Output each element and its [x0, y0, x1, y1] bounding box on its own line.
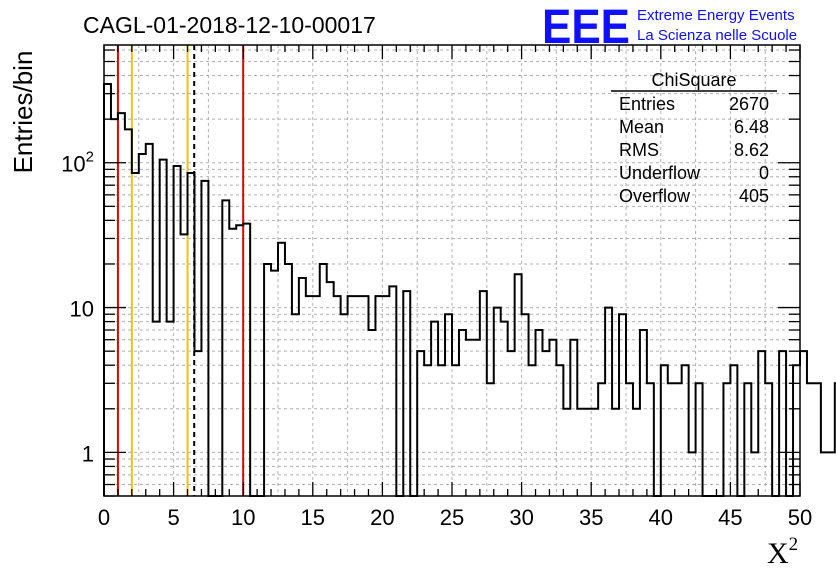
y-tick-label-base: 10 [61, 152, 85, 177]
stats-label: Mean [619, 117, 664, 137]
stats-value: 405 [739, 186, 769, 206]
y-tick-label-sup: 2 [86, 149, 94, 166]
x-tick-label: 50 [788, 505, 812, 530]
stats-rows: Entries 2670 Mean 6.48 RMS 8.62 Underflow 0 Over… [619, 94, 769, 206]
x-tick-label: 10 [231, 505, 255, 530]
stats-value: 0 [759, 163, 769, 183]
x-tick-label: 40 [649, 505, 673, 530]
stats-label: Entries [619, 94, 675, 114]
chart-title: CAGL-01-2018-12-10-00017 [83, 12, 376, 38]
stats-value: 6.48 [734, 117, 769, 137]
stats-value: 2670 [729, 94, 769, 114]
x-tick-label: 5 [167, 505, 179, 530]
x-tick-label: 45 [718, 505, 742, 530]
x-axis-label-base: X [767, 537, 789, 570]
y-tick-label: 10 [70, 297, 94, 322]
stats-title: ChiSquare [651, 70, 736, 90]
x-tick-label: 20 [370, 505, 394, 530]
logo-mark: EEE [542, 1, 630, 54]
reference-lines [116, 45, 245, 496]
y-tick-label: 1 [82, 441, 94, 466]
axis-ticks [103, 45, 801, 497]
stats-label: Overflow [619, 186, 691, 206]
eee-logo: EEE Extreme Energy Events La Scienza nel… [542, 1, 797, 54]
x-axis-label: X2 [767, 534, 798, 570]
x-tick-label: 25 [440, 505, 464, 530]
stats-label: RMS [619, 140, 659, 160]
logo-line2: La Scienza nelle Scuole [637, 27, 797, 44]
stats-box: ChiSquare Entries 2670 Mean 6.48 RMS 8.62 Unde… [611, 70, 777, 206]
stats-value: 8.62 [734, 140, 769, 160]
logo-line1: Extreme Energy Events [637, 7, 795, 24]
x-tick-label: 30 [509, 505, 533, 530]
plot-frame [103, 44, 801, 497]
stats-label: Underflow [619, 163, 701, 183]
y-tick-label: 102 [61, 149, 94, 177]
x-tick-label: 35 [579, 505, 603, 530]
x-tick-label: 15 [301, 505, 325, 530]
y-axis-label: Entries/bin [8, 51, 38, 174]
x-tick-label: 0 [98, 505, 110, 530]
histogram-outline [103, 82, 836, 497]
x-tick-labels: 0 5 10 15 20 25 30 35 40 45 50 [98, 505, 812, 530]
x-axis-label-sup: 2 [789, 534, 799, 555]
